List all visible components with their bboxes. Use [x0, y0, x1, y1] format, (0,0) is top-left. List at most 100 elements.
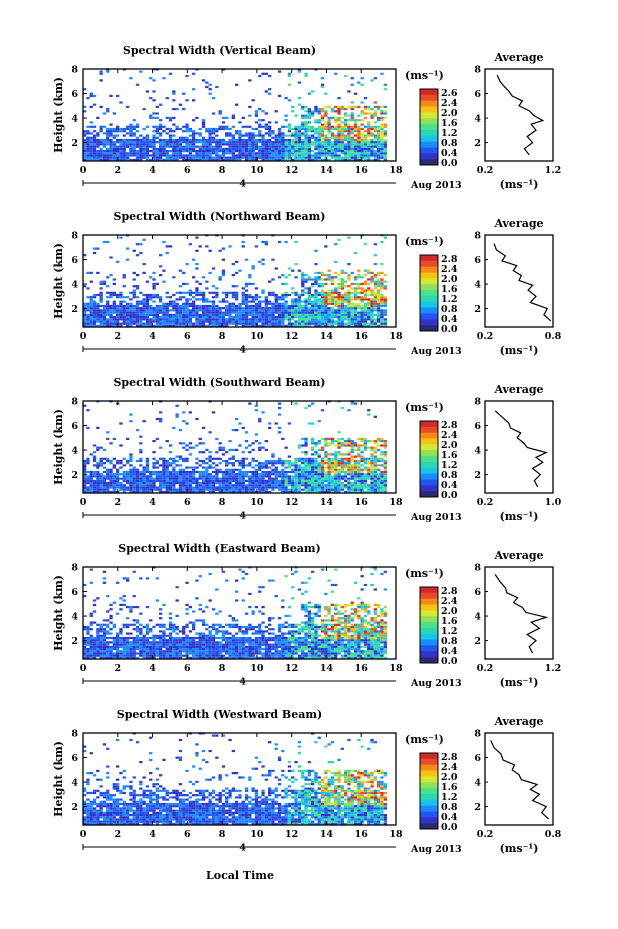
heatmap-cell [109, 134, 113, 137]
heatmap-cell [320, 477, 325, 480]
heatmap-cell [254, 141, 259, 144]
heatmap-cell [152, 285, 156, 288]
heatmap-cell [340, 121, 344, 124]
heatmap-cell [258, 466, 262, 469]
colorbar-swatch [420, 100, 438, 107]
heatmap-cell [327, 116, 331, 119]
heatmap-cell [314, 156, 318, 159]
heatmap-cell [324, 245, 328, 248]
y-axis-label: Height (km) [52, 243, 65, 319]
heatmap-cell [347, 105, 351, 108]
heatmap-cell [241, 479, 245, 482]
heatmap-cell [152, 654, 156, 657]
heatmap-cell [228, 145, 232, 148]
heatmap-cell [327, 143, 331, 146]
heatmap-cell [99, 324, 103, 327]
heatmap-cell [370, 479, 374, 482]
heatmap-cell [314, 309, 318, 312]
heatmap-cell [281, 462, 285, 465]
heatmap-cell [297, 304, 302, 308]
heatmap-cell [139, 470, 143, 474]
heatmap-cell [112, 475, 116, 478]
heatmap-cell [301, 473, 305, 476]
heatmap-cell [145, 652, 150, 655]
heatmap-cell [353, 442, 358, 445]
heatmap-cell [99, 318, 103, 321]
heatmap-cell [195, 291, 199, 294]
heatmap-cell [251, 282, 255, 285]
heatmap-cell [254, 154, 259, 157]
heatmap-cell [383, 147, 387, 150]
heatmap-cell [102, 143, 107, 146]
heatmap-cell [119, 143, 123, 146]
heatmap-cell [182, 313, 186, 316]
heatmap-cell [370, 482, 374, 485]
heatmap-cell [122, 285, 126, 288]
heatmap-cell [304, 440, 308, 443]
heatmap-cell [277, 488, 282, 491]
heatmap-cell [86, 143, 90, 146]
heatmap-cell [307, 143, 311, 146]
heatmap-cell [162, 150, 166, 153]
heatmap-cell [221, 150, 226, 153]
heatmap-cell [235, 429, 239, 432]
heatmap-cell [195, 298, 199, 301]
heatmap-cell [344, 156, 348, 159]
heatmap-cell [185, 138, 189, 142]
heatmap-cell [172, 156, 176, 159]
heatmap-cell [277, 479, 282, 482]
heatmap-cell [287, 83, 292, 86]
heatmap-cell [304, 479, 308, 482]
heatmap-cell [99, 291, 103, 294]
heatmap-cell [307, 479, 311, 482]
heatmap-cell [132, 249, 136, 252]
heatmap-cell [119, 304, 123, 308]
heatmap-cell [271, 318, 275, 321]
heatmap-cell [135, 320, 140, 323]
heatmap-cell [244, 296, 249, 299]
colorbar-tick-label: 0.8 [441, 304, 458, 315]
heatmap-cell [337, 291, 341, 294]
heatmap-cell [350, 152, 354, 155]
heatmap-cell [320, 152, 325, 155]
heatmap-cell [218, 490, 222, 493]
heatmap-cell [363, 468, 368, 471]
heatmap-cell [109, 158, 113, 161]
heatmap-cell [264, 158, 268, 161]
heatmap-cell [102, 457, 107, 460]
heatmap-cell [350, 322, 354, 325]
heatmap-cell [307, 457, 311, 460]
heatmap-cell [175, 152, 179, 155]
heatmap-cell [317, 298, 321, 301]
heatmap-cell [89, 302, 93, 305]
heatmap-cell [129, 482, 133, 485]
heatmap-cell [172, 318, 176, 321]
heatmap-cell [129, 484, 133, 487]
heatmap-cell [109, 468, 113, 471]
heatmap-cell [106, 470, 110, 474]
heatmap-cell [287, 459, 292, 463]
heatmap-cell [145, 150, 150, 153]
heatmap-cell [277, 298, 282, 301]
heatmap-cell [132, 475, 136, 478]
heatmap-cell [165, 309, 169, 312]
heatmap-cell [370, 309, 374, 312]
heatmap-cell [201, 158, 206, 161]
heatmap-cell [287, 138, 292, 142]
heatmap-cell [86, 409, 90, 412]
heatmap-cell [320, 307, 325, 310]
heatmap-cell [264, 479, 268, 482]
heatmap-cell [311, 300, 315, 303]
heatmap-cell [142, 484, 146, 487]
heatmap-cell [225, 156, 229, 159]
heatmap-cell [311, 490, 315, 493]
heatmap-cell [357, 287, 361, 290]
heatmap-cell [277, 296, 282, 299]
heatmap-cell [360, 490, 364, 493]
heatmap-cell [264, 324, 268, 327]
colorbar-swatch [420, 272, 438, 279]
heatmap-cell [314, 324, 318, 327]
heatmap-cell [228, 132, 232, 135]
heatmap-cell [149, 324, 153, 327]
heatmap-cell [238, 156, 242, 159]
